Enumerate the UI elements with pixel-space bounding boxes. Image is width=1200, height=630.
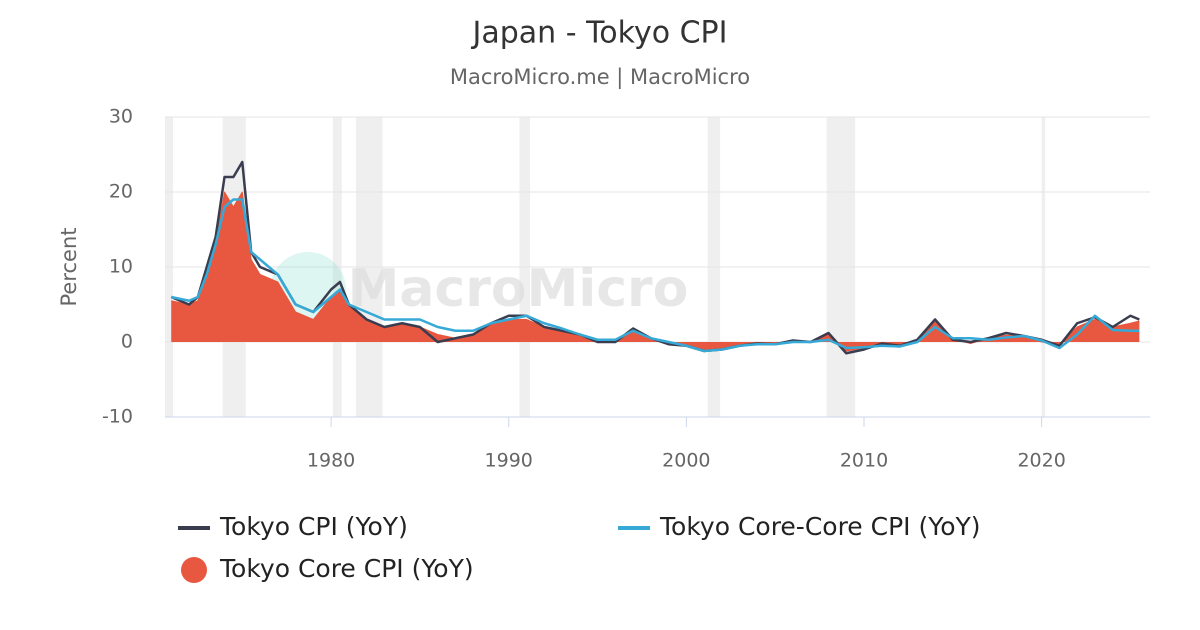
legend-symbol: [181, 557, 207, 583]
area-fill: [171, 192, 1140, 351]
y-tick-label: 0: [121, 331, 133, 353]
x-tick-label: 2020: [1017, 450, 1065, 472]
y-tick-label: 20: [109, 181, 133, 203]
x-tick-label: 2010: [840, 450, 888, 472]
chart-title: Japan - Tokyo CPI: [471, 16, 728, 51]
legend-label: Tokyo Core CPI (YoY): [219, 554, 474, 583]
y-tick-label: 30: [109, 106, 133, 128]
series-line: [170, 198, 1140, 353]
legend-label: Tokyo Core-Core CPI (YoY): [659, 512, 981, 541]
x-tick-label: 1980: [307, 450, 355, 472]
y-tick-label: 10: [109, 256, 133, 278]
x-tick-label: 2000: [662, 450, 710, 472]
chart-subtitle: MacroMicro.me | MacroMicro: [450, 65, 750, 90]
watermark: MacroMicro: [348, 259, 689, 319]
legend-label: Tokyo CPI (YoY): [219, 512, 408, 541]
y-axis-label: Percent: [57, 227, 81, 306]
x-tick-label: 1990: [485, 450, 533, 472]
y-tick-label: -10: [102, 406, 133, 428]
